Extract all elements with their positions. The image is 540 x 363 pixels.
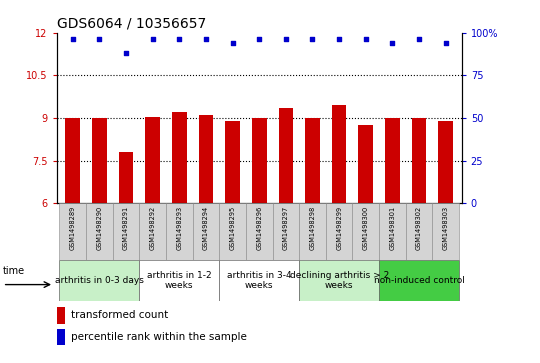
- Text: GSM1498292: GSM1498292: [150, 205, 156, 250]
- Bar: [92, 118, 107, 203]
- Text: GSM1498293: GSM1498293: [176, 205, 183, 250]
- Text: GSM1498297: GSM1498297: [283, 205, 289, 250]
- Bar: [438, 121, 453, 203]
- Point: [335, 37, 343, 42]
- Bar: [57, 307, 65, 324]
- Bar: [145, 117, 160, 203]
- Bar: [305, 118, 320, 203]
- Bar: [199, 115, 213, 203]
- Text: GSM1498296: GSM1498296: [256, 205, 262, 250]
- Point: [228, 40, 237, 46]
- Point: [415, 37, 423, 42]
- Text: arthritis in 1-2
weeks: arthritis in 1-2 weeks: [147, 271, 212, 290]
- Text: arthritis in 0-3 days: arthritis in 0-3 days: [55, 276, 144, 285]
- Text: non-induced control: non-induced control: [374, 276, 464, 285]
- Point: [308, 37, 317, 42]
- Bar: [86, 203, 113, 260]
- Text: GDS6064 / 10356657: GDS6064 / 10356657: [57, 16, 206, 30]
- Point: [148, 37, 157, 42]
- Bar: [406, 203, 433, 260]
- Bar: [411, 118, 427, 203]
- Text: GSM1498291: GSM1498291: [123, 205, 129, 250]
- Bar: [299, 203, 326, 260]
- Text: GSM1498294: GSM1498294: [203, 205, 209, 250]
- Text: transformed count: transformed count: [71, 310, 168, 321]
- Bar: [379, 203, 406, 260]
- Point: [388, 40, 397, 46]
- Text: GSM1498301: GSM1498301: [389, 205, 395, 250]
- Point: [281, 37, 290, 42]
- Point: [255, 37, 264, 42]
- Bar: [113, 203, 139, 260]
- Bar: [385, 118, 400, 203]
- Point: [361, 37, 370, 42]
- Bar: [299, 260, 379, 301]
- Bar: [166, 203, 193, 260]
- Text: GSM1498289: GSM1498289: [70, 205, 76, 250]
- Bar: [119, 152, 133, 203]
- Bar: [139, 203, 166, 260]
- Bar: [225, 121, 240, 203]
- Bar: [359, 125, 373, 203]
- Text: declining arthritis > 2
weeks: declining arthritis > 2 weeks: [289, 271, 389, 290]
- Text: percentile rank within the sample: percentile rank within the sample: [71, 332, 247, 342]
- Bar: [433, 203, 459, 260]
- Bar: [379, 260, 459, 301]
- Bar: [65, 118, 80, 203]
- Bar: [273, 203, 299, 260]
- Text: GSM1498302: GSM1498302: [416, 205, 422, 250]
- Text: time: time: [3, 266, 25, 276]
- Point: [69, 37, 77, 42]
- Bar: [219, 203, 246, 260]
- Bar: [193, 203, 219, 260]
- Text: GSM1498298: GSM1498298: [309, 205, 315, 250]
- Bar: [172, 112, 187, 203]
- Text: GSM1498299: GSM1498299: [336, 205, 342, 250]
- Bar: [246, 203, 273, 260]
- Bar: [57, 329, 65, 346]
- Bar: [332, 105, 347, 203]
- Bar: [252, 118, 267, 203]
- Bar: [139, 260, 219, 301]
- Text: arthritis in 3-4
weeks: arthritis in 3-4 weeks: [227, 271, 292, 290]
- Text: GSM1498303: GSM1498303: [443, 205, 449, 250]
- Bar: [326, 203, 353, 260]
- Point: [441, 40, 450, 46]
- Bar: [279, 108, 293, 203]
- Bar: [59, 203, 86, 260]
- Point: [122, 50, 130, 56]
- Bar: [59, 260, 139, 301]
- Point: [201, 37, 210, 42]
- Point: [175, 37, 184, 42]
- Text: GSM1498300: GSM1498300: [363, 205, 369, 250]
- Point: [95, 37, 104, 42]
- Bar: [353, 203, 379, 260]
- Text: GSM1498290: GSM1498290: [96, 205, 103, 250]
- Bar: [219, 260, 299, 301]
- Text: GSM1498295: GSM1498295: [230, 205, 235, 250]
